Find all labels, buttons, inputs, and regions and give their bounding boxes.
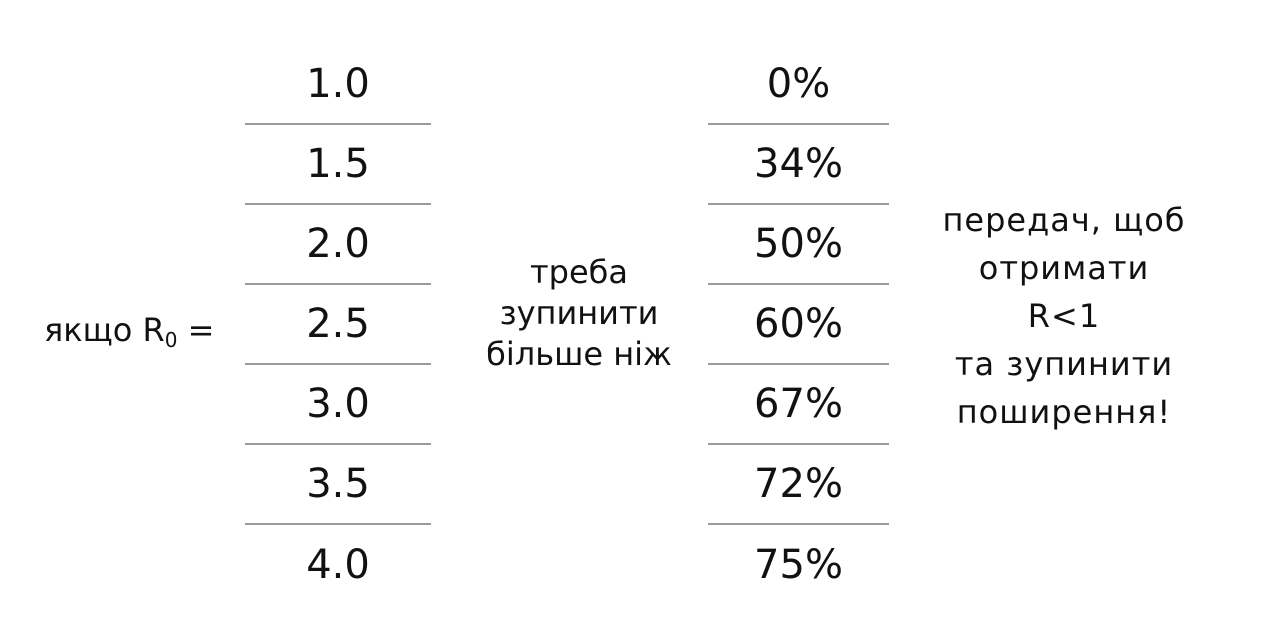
r0-label-prefix: якщо R — [44, 311, 165, 349]
percentage-value: 34% — [708, 125, 889, 205]
right-text-line: R<1 — [1027, 297, 1101, 335]
r0-values-column: 1.0 1.5 2.0 2.5 3.0 3.5 4.0 — [245, 45, 431, 605]
r0-value: 4.0 — [306, 542, 370, 588]
middle-text: треба зупинити більше ніж — [466, 252, 692, 375]
right-text-line: передач, щоб — [942, 201, 1186, 239]
percentages-column: 0% 34% 50% 60% 67% 72% 75% — [708, 45, 889, 605]
right-text-line: поширення! — [956, 393, 1172, 431]
r0-value: 2.0 — [245, 205, 431, 285]
r0-label: якщо R0 = — [44, 306, 214, 364]
percentage-value: 75% — [754, 542, 843, 588]
middle-text-line: зупинити — [499, 294, 659, 332]
r0-subscript: 0 — [164, 328, 178, 352]
r0-value: 2.5 — [245, 285, 431, 365]
percentage-value: 72% — [708, 445, 889, 525]
right-text: передач, щоб отримати R<1 та зупинити по… — [920, 196, 1208, 436]
percentage-value: 60% — [708, 285, 889, 365]
right-text-line: та зупинити — [954, 345, 1174, 383]
percentage-value: 0% — [708, 45, 889, 125]
r0-value: 1.0 — [245, 45, 431, 125]
percentage-value: 50% — [708, 205, 889, 285]
r0-value: 3.0 — [245, 365, 431, 445]
r0-label-suffix: = — [177, 311, 215, 349]
right-text-line: отримати — [978, 249, 1150, 287]
r0-value: 1.5 — [245, 125, 431, 205]
middle-text-line: більше ніж — [486, 335, 672, 373]
middle-text-line: треба — [530, 253, 628, 291]
r0-value: 3.5 — [245, 445, 431, 525]
percentage-value: 67% — [708, 365, 889, 445]
